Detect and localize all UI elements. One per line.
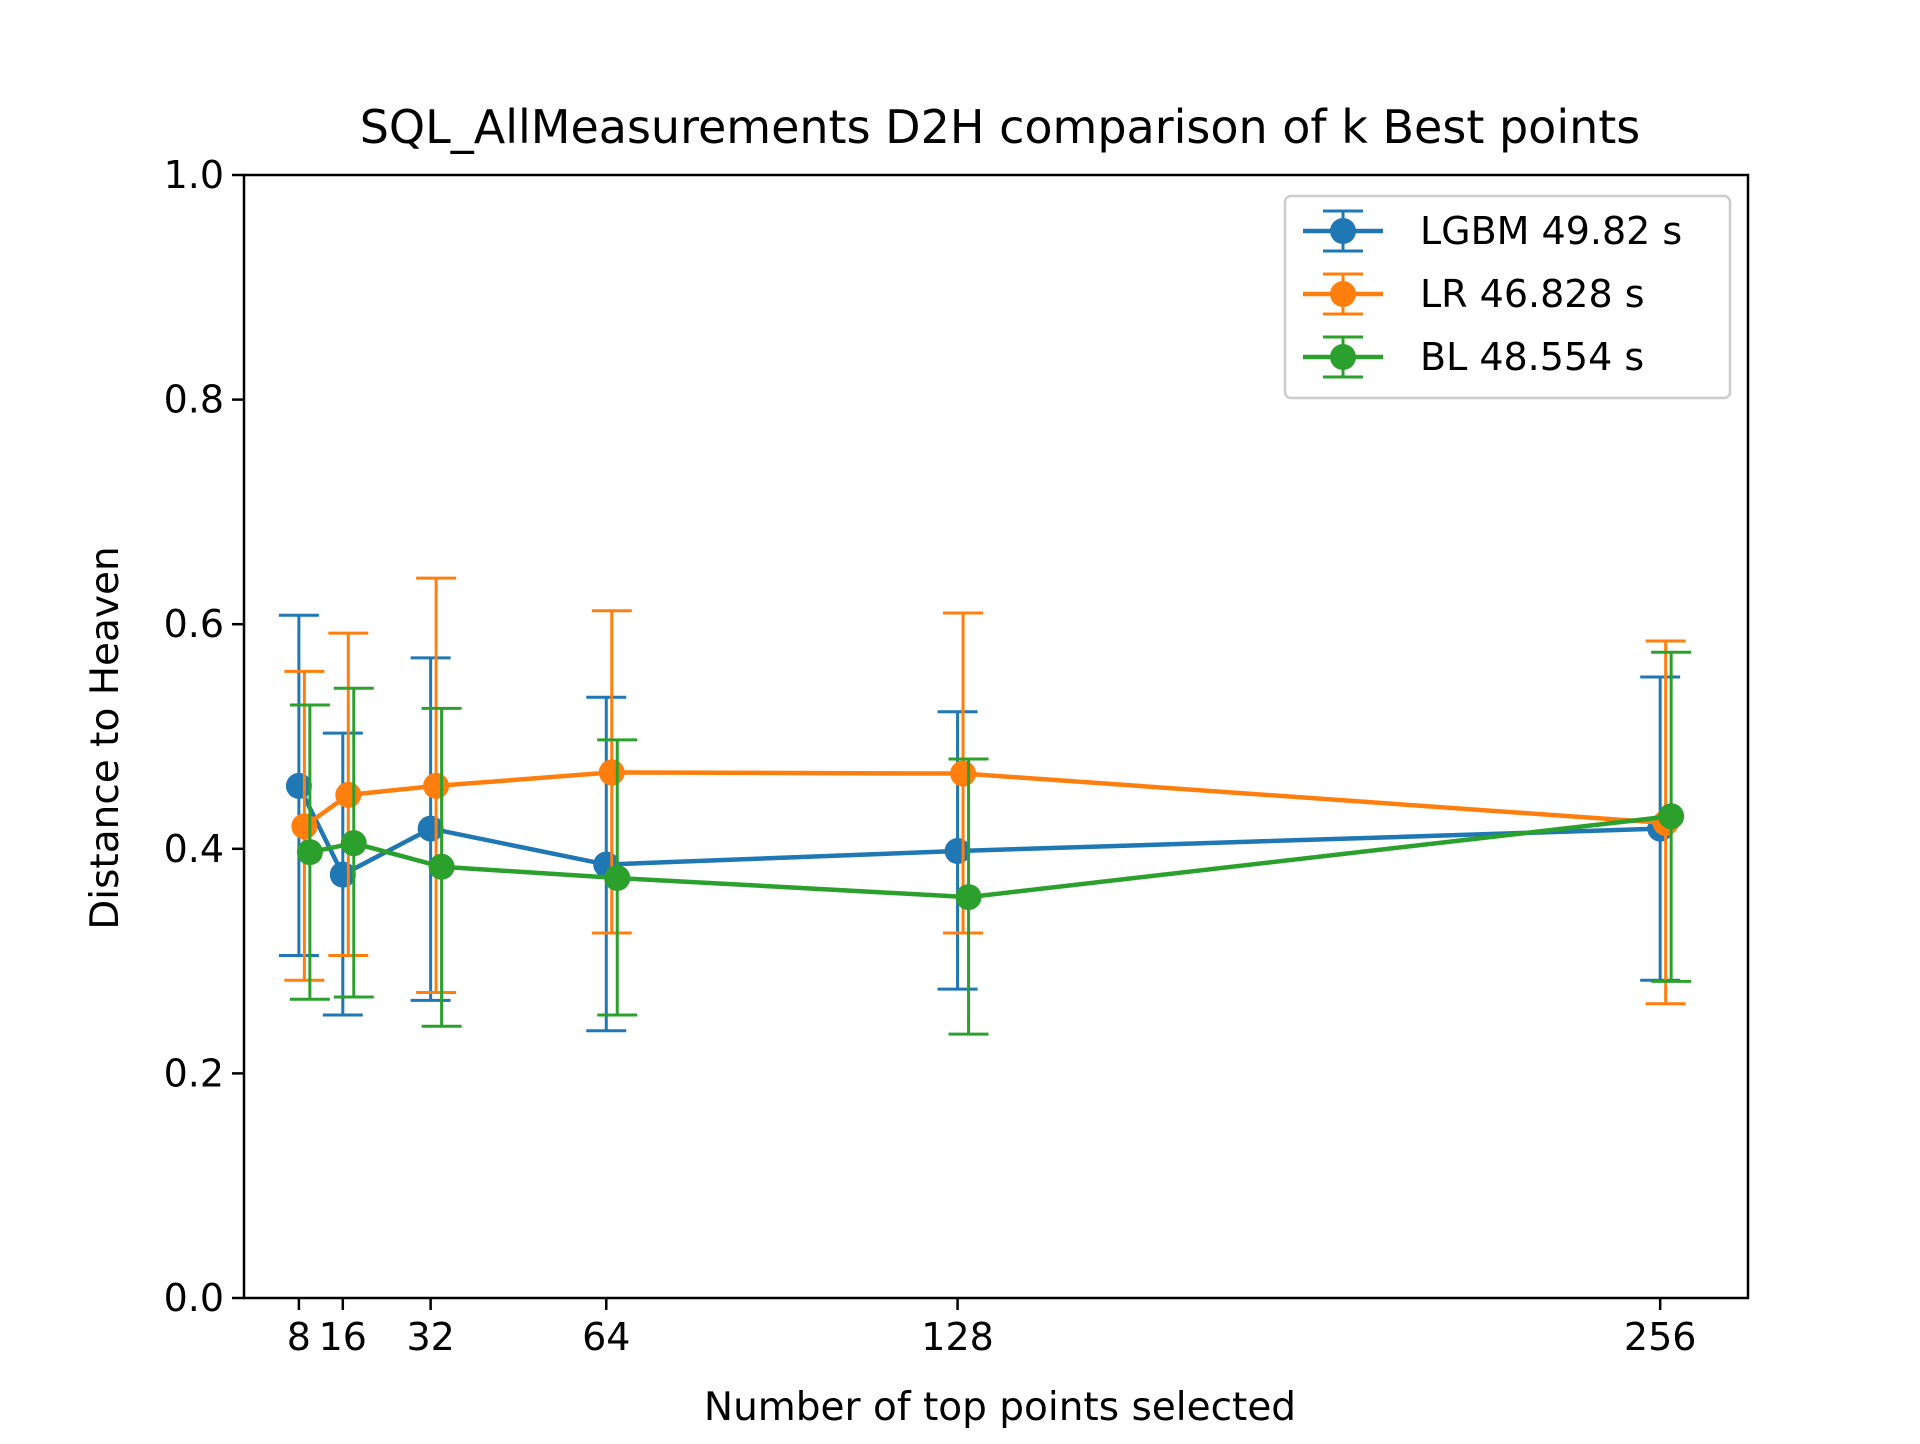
legend-box [1283, 194, 1732, 400]
chart-title: SQL_AllMeasurements D2H comparison of k … [360, 100, 1641, 154]
x-tick-label: 128 [921, 1315, 994, 1359]
x-tick-label: 8 [287, 1315, 311, 1359]
x-tick-label: 64 [582, 1315, 630, 1359]
data-point [340, 830, 367, 857]
y-axis-label: Distance to Heaven [83, 546, 128, 930]
y-tick-label: 0.8 [164, 378, 224, 422]
series-line [296, 784, 1661, 878]
axes: 8 16 32 64 128 256 0.0 0.2 0.4 0.6 0.8 1.0 [164, 153, 1750, 1359]
x-tick-label: 16 [319, 1315, 367, 1359]
y-tick-label: 0.4 [164, 827, 224, 871]
y-tick-label: 0.0 [164, 1276, 224, 1320]
legend-marker [1330, 344, 1356, 370]
y-tick-label: 0.2 [164, 1051, 224, 1095]
data-point [296, 839, 323, 866]
plot-area [278, 576, 1692, 1036]
data-point [428, 853, 455, 880]
x-axis-label: Number of top points selected [704, 1385, 1296, 1430]
y-tick-label: 0.6 [164, 602, 224, 646]
legend-marker [1330, 281, 1356, 307]
series-2 [289, 650, 1692, 1036]
data-point [944, 838, 971, 865]
axes-frame [242, 173, 1750, 1300]
legend-marker [1330, 218, 1356, 244]
data-point [604, 864, 631, 891]
y-tick-label: 1.0 [164, 153, 224, 197]
legend-label: LGBM 49.82 s [1420, 209, 1682, 253]
data-point [955, 884, 982, 911]
data-point [1658, 803, 1685, 830]
data-point [291, 813, 318, 840]
data-point [598, 759, 625, 786]
legend-label: LR 46.828 s [1420, 272, 1645, 316]
x-tick-label: 32 [406, 1315, 454, 1359]
data-point [335, 781, 362, 808]
legend-entry: LR 46.828 s [1303, 272, 1645, 316]
legend-entry: LGBM 49.82 s [1303, 209, 1682, 253]
data-point [329, 861, 356, 888]
data-point [285, 772, 312, 799]
data-point [417, 815, 444, 842]
x-tick-label: 256 [1624, 1315, 1697, 1359]
legend-entry: BL 48.554 s [1303, 335, 1644, 379]
legend: LGBM 49.82 s LR 46.828 s BL 48.554 s [1283, 194, 1732, 400]
legend-label: BL 48.554 s [1420, 335, 1644, 379]
data-point [950, 760, 977, 787]
data-point [423, 772, 450, 799]
